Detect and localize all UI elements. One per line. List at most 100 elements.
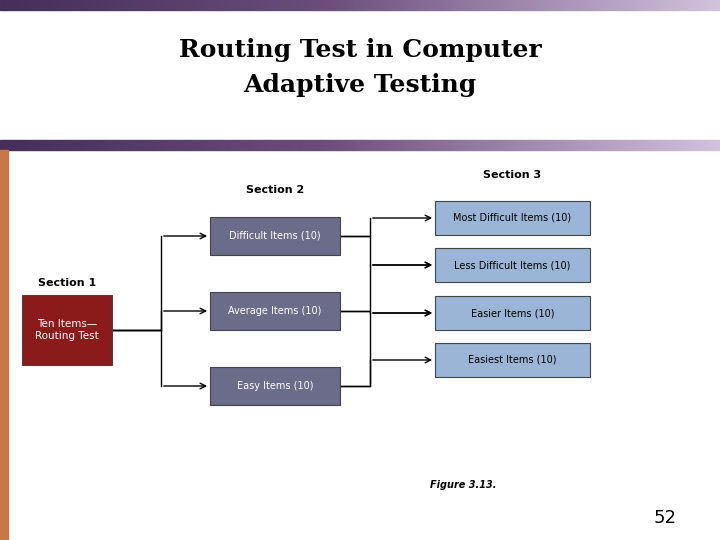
Bar [76, 0, 79, 10]
Bar [86, 0, 90, 10]
Text: Easiest Items (10): Easiest Items (10) [468, 355, 557, 365]
Bar [245, 0, 248, 10]
Text: Most Difficult Items (10): Most Difficult Items (10) [454, 213, 572, 223]
Bar [511, 0, 515, 10]
Bar [497, 140, 500, 150]
Bar [684, 140, 688, 150]
Bar [565, 0, 569, 10]
Bar [382, 140, 385, 150]
Bar [425, 0, 428, 10]
Bar [439, 140, 443, 150]
Bar [511, 140, 515, 150]
Text: Easy Items (10): Easy Items (10) [237, 381, 313, 391]
Bar [281, 140, 284, 150]
Bar [367, 140, 371, 150]
Bar [601, 140, 605, 150]
Bar [518, 140, 522, 150]
Bar [598, 140, 601, 150]
Bar [252, 0, 256, 10]
Bar [263, 140, 266, 150]
Bar [547, 140, 551, 150]
Bar [194, 140, 198, 150]
Bar [223, 0, 227, 10]
Bar [184, 140, 187, 150]
Bar [407, 140, 410, 150]
Bar [338, 140, 342, 150]
Bar [565, 140, 569, 150]
Bar [666, 0, 670, 10]
Bar [544, 140, 547, 150]
Bar [220, 0, 223, 10]
Bar [436, 140, 439, 150]
Bar [288, 0, 292, 10]
Bar [432, 140, 436, 150]
Bar [22, 0, 25, 10]
Bar [526, 0, 529, 10]
Bar [662, 140, 666, 150]
Bar [709, 140, 713, 150]
Bar [191, 0, 194, 10]
Bar [210, 217, 340, 255]
Bar [144, 0, 148, 10]
Bar [216, 140, 220, 150]
Bar [29, 0, 32, 10]
Bar [677, 140, 680, 150]
Bar [605, 0, 608, 10]
Bar [623, 140, 626, 150]
Bar [468, 140, 472, 150]
Bar [626, 140, 630, 150]
Bar [616, 0, 619, 10]
Bar [659, 0, 662, 10]
Bar [569, 140, 572, 150]
Bar [331, 140, 335, 150]
Bar [504, 0, 508, 10]
Bar [666, 140, 670, 150]
Bar [18, 0, 22, 10]
Bar [166, 0, 169, 10]
Bar [554, 0, 558, 10]
Bar [446, 140, 450, 150]
Bar [680, 140, 684, 150]
Bar [29, 140, 32, 150]
Bar [353, 0, 356, 10]
Bar [83, 140, 86, 150]
Bar [518, 0, 522, 10]
Bar [421, 0, 425, 10]
Bar [349, 140, 353, 150]
Bar [580, 0, 583, 10]
Bar [210, 292, 340, 330]
Bar [648, 140, 652, 150]
Bar [580, 140, 583, 150]
Bar [32, 140, 36, 150]
Bar [482, 0, 486, 10]
Bar [414, 140, 418, 150]
Bar [443, 0, 446, 10]
Bar [493, 140, 497, 150]
Bar [457, 140, 461, 150]
Bar [374, 140, 378, 150]
Bar [572, 140, 576, 150]
Bar [630, 0, 634, 10]
Bar [435, 248, 590, 282]
Bar [421, 140, 425, 150]
Bar [695, 140, 698, 150]
Bar [292, 0, 295, 10]
Bar [644, 140, 648, 150]
Bar [644, 0, 648, 10]
Bar [209, 140, 212, 150]
Bar [634, 0, 637, 10]
Bar [598, 0, 601, 10]
Bar [554, 140, 558, 150]
Text: Routing Test in Computer: Routing Test in Computer [179, 38, 541, 62]
Bar [443, 140, 446, 150]
Bar [180, 0, 184, 10]
Bar [310, 140, 313, 150]
Bar [158, 140, 162, 150]
Bar [72, 0, 76, 10]
Bar [439, 0, 443, 10]
Bar [187, 140, 191, 150]
Bar [101, 0, 104, 10]
Bar [144, 140, 148, 150]
Bar [43, 140, 47, 150]
Bar [61, 140, 65, 150]
